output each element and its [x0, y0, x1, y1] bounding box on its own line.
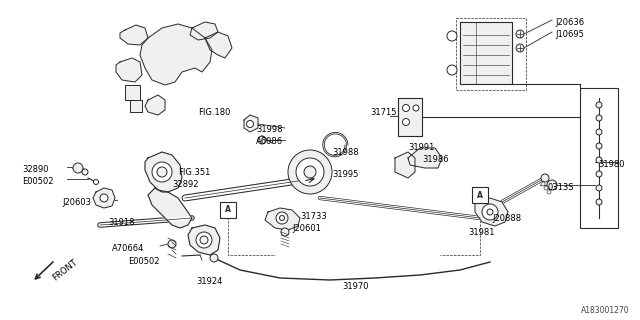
Circle shape — [596, 185, 602, 191]
Text: 31715: 31715 — [370, 108, 397, 117]
Circle shape — [596, 199, 602, 205]
Circle shape — [516, 44, 524, 52]
Circle shape — [168, 240, 176, 248]
Text: 31986: 31986 — [422, 155, 449, 164]
Text: 31991: 31991 — [408, 143, 435, 152]
Circle shape — [281, 228, 289, 236]
Text: 31918: 31918 — [108, 218, 134, 227]
Circle shape — [246, 121, 253, 127]
Circle shape — [210, 254, 218, 262]
Polygon shape — [188, 225, 220, 255]
Circle shape — [516, 30, 524, 38]
Text: J20601: J20601 — [292, 224, 321, 233]
Text: A183001270: A183001270 — [581, 306, 630, 315]
Text: 31988: 31988 — [332, 148, 358, 157]
Circle shape — [596, 115, 602, 121]
Polygon shape — [408, 148, 442, 168]
Polygon shape — [475, 198, 508, 226]
Polygon shape — [125, 85, 140, 100]
Circle shape — [447, 31, 457, 41]
Circle shape — [157, 167, 167, 177]
Polygon shape — [93, 188, 115, 208]
Polygon shape — [265, 208, 300, 230]
Bar — [472, 187, 488, 203]
Circle shape — [544, 186, 548, 190]
Text: FIG.351: FIG.351 — [178, 168, 211, 177]
Circle shape — [596, 129, 602, 135]
Text: 31733: 31733 — [300, 212, 327, 221]
Circle shape — [596, 171, 602, 177]
Polygon shape — [145, 152, 182, 192]
Text: 0313S: 0313S — [548, 183, 575, 192]
Text: 31995: 31995 — [332, 170, 358, 179]
Text: FRONT: FRONT — [51, 258, 79, 283]
Circle shape — [487, 209, 493, 215]
Text: J20636: J20636 — [555, 18, 584, 27]
Circle shape — [82, 169, 88, 175]
Bar — [456, 18, 526, 90]
Polygon shape — [116, 58, 142, 82]
Circle shape — [541, 182, 545, 186]
Polygon shape — [398, 98, 422, 136]
Circle shape — [100, 194, 108, 202]
Text: A6086: A6086 — [256, 137, 283, 146]
Circle shape — [200, 236, 208, 244]
Text: A: A — [477, 190, 483, 199]
Circle shape — [596, 143, 602, 149]
Bar — [220, 202, 236, 218]
Text: 31980: 31980 — [598, 160, 625, 169]
Polygon shape — [190, 22, 218, 40]
Circle shape — [152, 162, 172, 182]
Polygon shape — [145, 95, 165, 115]
Circle shape — [541, 174, 549, 182]
Circle shape — [276, 212, 288, 224]
Circle shape — [93, 180, 99, 185]
Circle shape — [596, 102, 602, 108]
Text: 31981: 31981 — [468, 228, 495, 237]
Polygon shape — [120, 25, 148, 45]
Circle shape — [482, 204, 498, 220]
Polygon shape — [460, 22, 512, 84]
Polygon shape — [395, 152, 415, 178]
Circle shape — [447, 65, 457, 75]
Text: J20888: J20888 — [492, 214, 521, 223]
Polygon shape — [140, 24, 212, 85]
Text: 32890: 32890 — [22, 165, 49, 174]
Circle shape — [73, 163, 83, 173]
Text: J10695: J10695 — [555, 30, 584, 39]
Text: 31970: 31970 — [342, 282, 369, 291]
Polygon shape — [148, 188, 192, 228]
Text: 31998: 31998 — [256, 125, 282, 134]
Circle shape — [547, 190, 551, 194]
Polygon shape — [244, 115, 258, 132]
Circle shape — [403, 118, 410, 125]
Text: FIG.180: FIG.180 — [198, 108, 230, 117]
Circle shape — [196, 232, 212, 248]
Text: A: A — [225, 205, 231, 214]
Text: E00502: E00502 — [128, 257, 159, 266]
Circle shape — [288, 150, 332, 194]
Circle shape — [403, 105, 410, 111]
Circle shape — [413, 105, 419, 111]
Polygon shape — [130, 100, 142, 112]
Circle shape — [258, 136, 266, 144]
Text: 32892: 32892 — [172, 180, 198, 189]
Text: 31924: 31924 — [196, 277, 222, 286]
Polygon shape — [205, 32, 232, 58]
Text: J20603: J20603 — [62, 198, 91, 207]
Circle shape — [296, 158, 324, 186]
Circle shape — [304, 166, 316, 178]
Circle shape — [596, 157, 602, 163]
Circle shape — [280, 215, 285, 220]
Bar — [580, 88, 618, 228]
Circle shape — [547, 180, 557, 190]
Text: E00502: E00502 — [22, 177, 54, 186]
Text: A70664: A70664 — [112, 244, 145, 253]
